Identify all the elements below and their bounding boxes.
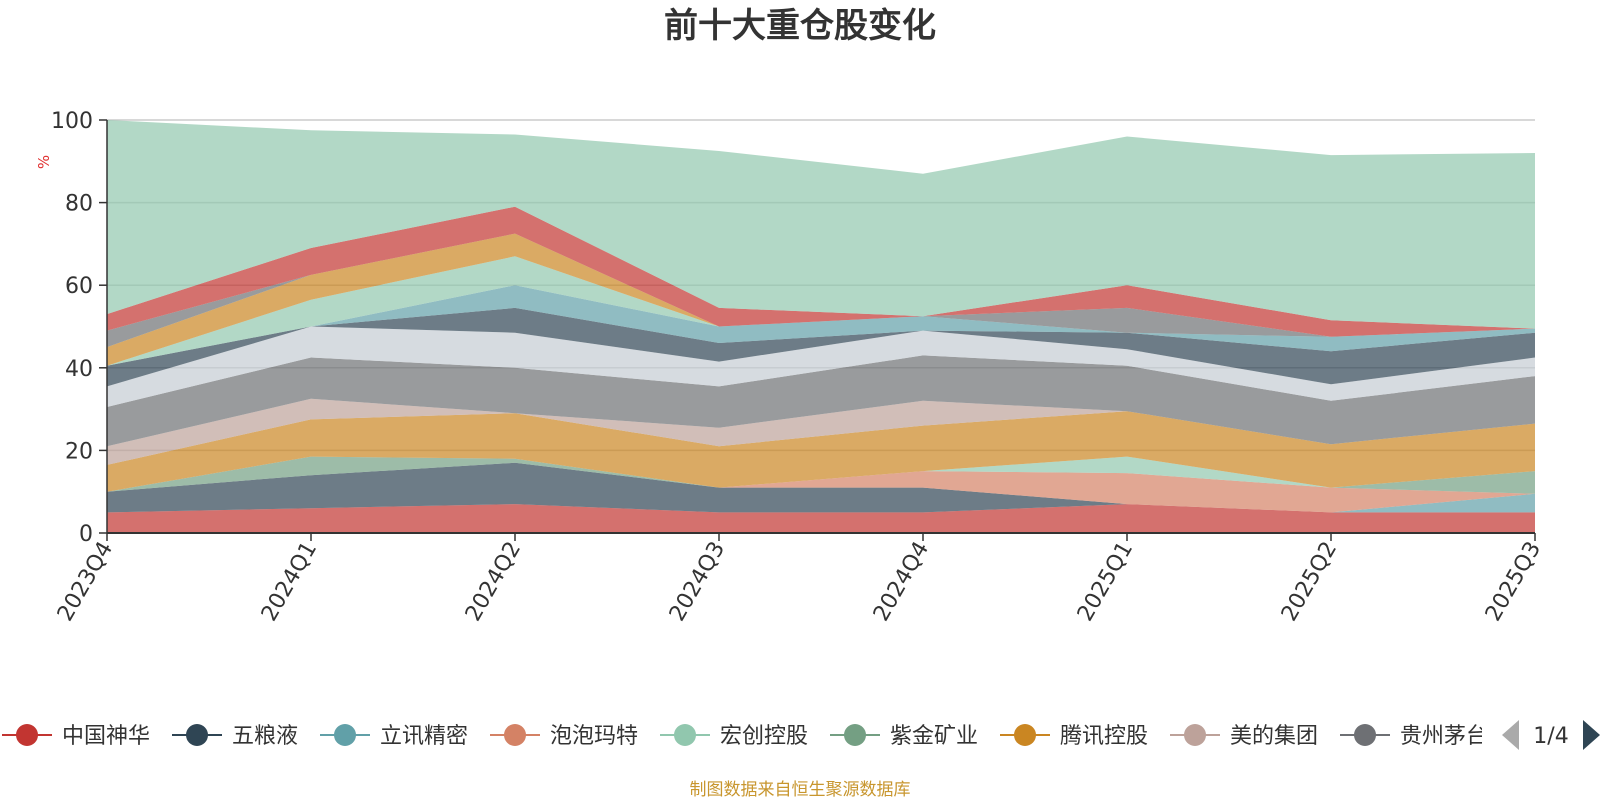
area-series — [107, 456, 1535, 494]
legend-item[interactable]: 贵州茅台 — [1340, 724, 1488, 749]
legend-label: 美的集团 — [1230, 724, 1318, 749]
area-series — [107, 120, 1535, 329]
legend-dot-icon — [334, 724, 357, 746]
y-axis-unit: % — [35, 155, 53, 169]
x-tick-label: 2024Q3 — [665, 538, 730, 626]
legend-label: 宏创控股 — [720, 724, 808, 749]
legend-label: 腾讯控股 — [1060, 724, 1148, 749]
y-tick-label: 0 — [79, 522, 93, 547]
area-series — [107, 206, 1535, 337]
area-series — [107, 233, 1535, 348]
area-series — [107, 411, 1535, 492]
area-series — [107, 307, 1535, 387]
legend-item[interactable]: 腾讯控股 — [1000, 724, 1148, 749]
y-tick-labels: 0 20 40 60 80 100 — [51, 109, 107, 547]
legend-item[interactable]: 中国神华 — [2, 724, 150, 749]
legend: 中国神华 五粮液 立讯精密 泡泡玛特 宏创控股 紫金矿业 腾讯控股 美的集团 贵州茅台 — [2, 724, 1488, 749]
source-note: 制图数据来自恒生聚源数据库 — [690, 780, 911, 800]
legend-item[interactable]: 紫金矿业 — [830, 724, 978, 749]
area-series — [107, 233, 1535, 366]
area-series — [107, 462, 1535, 513]
axes — [106, 120, 1535, 534]
legend-label: 中国神华 — [62, 724, 150, 749]
area-series — [107, 355, 1535, 447]
x-tick-labels: 2023Q4 2024Q1 2024Q2 2024Q3 2024Q4 2025Q1 2025… — [53, 533, 1546, 626]
legend-pager: 1/4 — [1502, 720, 1600, 750]
legend-label: 五粮液 — [232, 724, 298, 749]
chart-title: 前十大重仓股变化 — [664, 6, 936, 46]
legend-item[interactable]: 五粮液 — [172, 724, 298, 749]
y-tick-label: 20 — [65, 439, 93, 464]
legend-label: 泡泡玛特 — [550, 724, 638, 749]
legend-label: 紫金矿业 — [890, 724, 978, 749]
y-tick-label: 80 — [65, 192, 93, 217]
legend-item[interactable]: 立讯精密 — [320, 724, 468, 749]
x-tick-label: 2023Q4 — [53, 538, 118, 626]
x-tick-label: 2025Q3 — [1481, 538, 1546, 626]
legend-dot-icon — [1184, 724, 1207, 746]
x-tick-label: 2024Q2 — [461, 538, 526, 626]
area-series — [107, 398, 1535, 465]
x-tick-label: 2024Q1 — [257, 538, 322, 626]
legend-item[interactable]: 泡泡玛特 — [490, 724, 638, 749]
legend-dot-icon — [1014, 724, 1037, 746]
y-tick-label: 40 — [65, 357, 93, 382]
y-tick-label: 60 — [65, 274, 93, 299]
x-tick-label: 2025Q2 — [1277, 538, 1342, 626]
legend-item[interactable]: 美的集团 — [1170, 724, 1318, 749]
legend-next-page-icon[interactable] — [1583, 720, 1600, 750]
legend-page-indicator: 1/4 — [1533, 724, 1568, 749]
legend-dot-icon — [1354, 724, 1377, 746]
legend-dot-icon — [844, 724, 867, 746]
legend-prev-page-icon[interactable] — [1502, 720, 1519, 750]
legend-dot-icon — [504, 724, 527, 746]
legend-label: 贵州茅台 — [1400, 724, 1488, 749]
stacked-areas — [107, 120, 1535, 533]
area-series — [107, 456, 1535, 494]
legend-dot-icon — [16, 724, 38, 746]
legend-item[interactable]: 宏创控股 — [660, 724, 808, 749]
area-series — [107, 326, 1535, 407]
x-tick-label: 2024Q4 — [869, 538, 934, 626]
area-series — [107, 462, 1535, 513]
legend-dot-icon — [186, 724, 209, 746]
legend-dot-icon — [674, 724, 697, 746]
area-series — [107, 504, 1535, 533]
x-tick-label: 2025Q1 — [1073, 538, 1138, 626]
y-tick-label: 100 — [51, 109, 93, 134]
area-series — [107, 256, 1535, 366]
area-series — [107, 285, 1535, 366]
legend-label: 立讯精密 — [380, 724, 468, 749]
